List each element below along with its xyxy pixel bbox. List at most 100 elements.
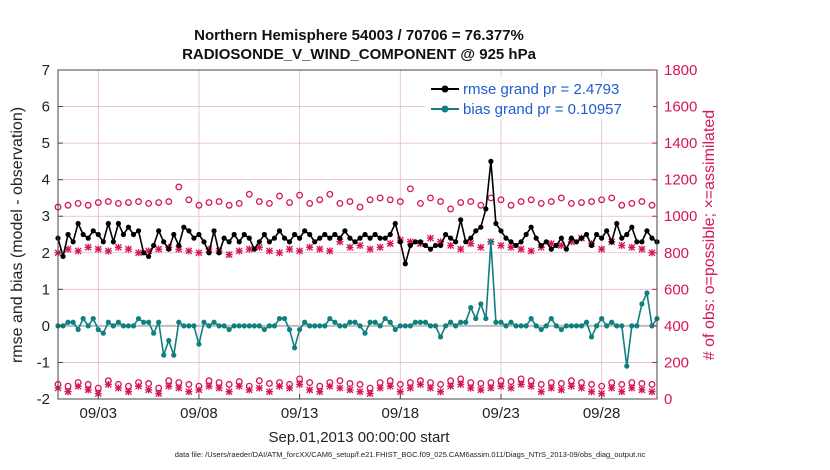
bias-point <box>629 323 635 329</box>
obs-assimilated-marker <box>356 241 364 249</box>
rmse-point <box>100 239 106 245</box>
obs-assimilated-marker <box>114 384 122 392</box>
obs-possible-marker <box>245 190 253 198</box>
bias-point <box>186 323 192 329</box>
bias-point <box>151 330 157 336</box>
tick-label-right: 1200 <box>664 172 697 189</box>
bias-point <box>473 315 479 322</box>
bias-point <box>488 239 494 245</box>
obs-possible-marker <box>316 196 324 204</box>
obs-possible-marker <box>64 382 72 390</box>
bias-point <box>130 323 137 329</box>
bias-point <box>402 323 408 329</box>
rmse-point <box>588 242 595 249</box>
rmse-point <box>156 228 162 234</box>
rmse-point <box>85 235 91 241</box>
legend-bias-label: bias grand pr = 0.10957 <box>463 101 622 118</box>
obs-possible-marker <box>286 199 293 206</box>
bias-point <box>437 334 444 340</box>
bias-point <box>181 323 187 329</box>
obs-possible-marker <box>205 377 213 385</box>
chart-title: Northern Hemisphere 54003 / 70706 = 76.3… <box>194 27 524 44</box>
obs-possible-marker <box>326 190 334 198</box>
obs-possible-marker <box>376 194 384 202</box>
rmse-point <box>649 235 655 241</box>
obs-assimilated-marker <box>245 386 253 394</box>
rmse-point <box>161 239 167 245</box>
rmse-point <box>181 224 187 230</box>
obs-assimilated-marker <box>114 243 122 251</box>
obs-possible-marker <box>628 379 636 386</box>
obs-assimilated-marker <box>135 249 143 257</box>
bias-point <box>95 326 101 333</box>
obs-possible-marker <box>557 380 565 387</box>
bias-point <box>327 315 333 322</box>
bias-point <box>171 352 177 358</box>
bias-point <box>367 319 373 325</box>
rmse-point <box>352 239 358 245</box>
tick-label-left: 1 <box>42 281 50 298</box>
tick-label-x: 09/23 <box>482 405 520 422</box>
bias-point <box>271 323 278 329</box>
rmse-point <box>538 242 544 249</box>
obs-assimilated-marker <box>426 234 434 242</box>
obs-assimilated-marker <box>145 386 153 394</box>
rmse-point <box>599 235 605 241</box>
bias-point <box>548 315 554 322</box>
bias-point <box>266 323 273 329</box>
bias-point <box>236 323 242 329</box>
bias-point <box>604 323 610 329</box>
tick-label-right: 1400 <box>664 135 697 152</box>
obs-possible-marker <box>165 377 173 385</box>
tick-label-left: 3 <box>42 208 50 225</box>
bias-point <box>493 319 499 325</box>
rmse-point <box>593 231 600 238</box>
bias-point <box>110 323 116 329</box>
obs-possible-marker <box>225 380 233 388</box>
obs-assimilated-marker <box>557 386 565 394</box>
obs-possible-marker <box>366 384 374 392</box>
bias-point <box>231 323 237 329</box>
bias-point <box>115 319 122 325</box>
obs-assimilated-marker <box>104 380 112 388</box>
rmse-point <box>533 235 539 241</box>
rmse-point <box>372 231 378 238</box>
rmse-point <box>70 239 76 245</box>
bias-point <box>498 319 504 325</box>
rmse-point <box>604 228 610 234</box>
obs-assimilated-marker <box>326 247 334 255</box>
bias-point <box>588 334 595 340</box>
rmse-point <box>266 239 273 245</box>
rmse-point <box>130 231 137 238</box>
rmse-point <box>191 235 197 241</box>
rmse-point <box>432 242 439 249</box>
obs-assimilated-marker <box>336 238 344 246</box>
rmse-point <box>347 235 353 241</box>
obs-assimilated-marker <box>64 245 72 253</box>
tick-label-right: 800 <box>664 245 689 262</box>
rmse-point <box>317 235 323 241</box>
obs-assimilated-marker <box>477 243 485 251</box>
obs-assimilated-marker <box>94 245 102 253</box>
obs-assimilated-marker <box>497 241 505 249</box>
obs-assimilated-marker <box>386 240 394 248</box>
rmse-point <box>261 231 267 238</box>
rmse-point <box>297 235 303 241</box>
bias-point <box>221 323 227 329</box>
obs-possible-marker <box>185 196 193 204</box>
bias-point <box>276 315 283 322</box>
bias-point <box>397 323 403 329</box>
obs-assimilated-marker <box>205 245 213 253</box>
bias-point <box>538 326 544 333</box>
obs-assimilated-marker <box>185 247 193 255</box>
bias-point <box>392 326 398 333</box>
rmse-point <box>105 220 111 227</box>
obs-assimilated-marker <box>416 380 424 388</box>
bias-point <box>85 323 91 329</box>
rmse-point <box>120 231 127 238</box>
obs-possible-marker <box>416 199 424 207</box>
x-axis: 09/03 09/08 09/13 09/18 09/23 09/28 <box>79 394 620 422</box>
obs-assimilated-marker <box>74 247 82 255</box>
bias-point <box>619 323 625 329</box>
obs-assimilated-marker <box>286 384 294 392</box>
